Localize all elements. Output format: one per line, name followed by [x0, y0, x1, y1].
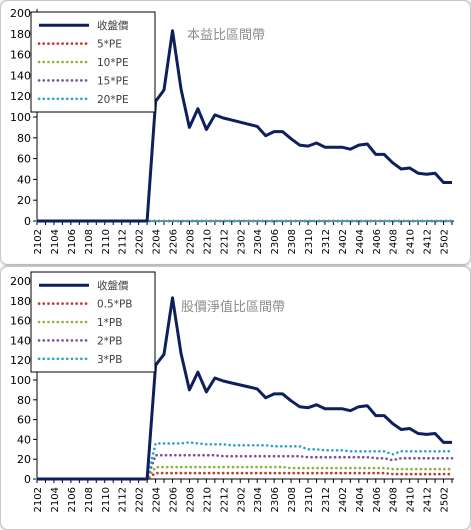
y-tick-label: 200 [10, 7, 31, 20]
y-tick-label: 40 [17, 433, 31, 446]
pe-band-chart: 0 20 40 60 80 100 120 140 160 180 200 2102 2104 2106 2… [10, 7, 454, 254]
y-tick-label: 40 [17, 173, 31, 186]
x-tick-label: 2204 [152, 229, 163, 254]
y-tick-label: 60 [17, 414, 31, 427]
x-tick-label: 2310 [304, 229, 315, 254]
y-tick-label: 80 [17, 394, 31, 407]
y-tick-label: 140 [10, 69, 31, 82]
legend-label: 1*PB [97, 317, 122, 329]
y-tick-label: 200 [10, 275, 31, 288]
x-tick-label: 2412 [423, 487, 434, 512]
legend-box [30, 271, 156, 373]
y-tick-label: 160 [10, 49, 31, 62]
x-tick-label: 2408 [389, 229, 400, 254]
x-tick-label: 2104 [50, 487, 61, 512]
x-tick-label: 2308 [287, 229, 298, 254]
x-tick-label: 2404 [355, 229, 366, 254]
x-tick-label: 2306 [270, 487, 281, 512]
y-tick-label: 0 [24, 215, 31, 228]
series-line-3*PB [35, 441, 454, 481]
x-tick-label: 2106 [67, 487, 78, 512]
series-line-1*PB [35, 465, 454, 481]
legend-label: 0.5*PB [97, 299, 132, 311]
x-tick-label: 2312 [321, 229, 332, 254]
x-tick-label: 2310 [304, 487, 315, 512]
pb-band-chart: 0 20 40 60 80 100 120 140 160 180 200 2102 2104 2106 2… [10, 271, 454, 512]
legend: 收盤價 5*PE 10*PE 15*PE 20*PE [30, 11, 156, 113]
x-tick-label: 2206 [169, 487, 180, 512]
y-tick-label: 120 [10, 354, 31, 367]
legend: 收盤價 0.5*PB 1*PB 2*PB 3*PB [30, 271, 156, 373]
x-tick-label: 2204 [152, 487, 163, 512]
x-tick-label: 2104 [50, 229, 61, 254]
x-tick-label: 2112 [118, 229, 129, 254]
x-tick-label: 2406 [372, 487, 383, 512]
x-tick-label: 2312 [321, 487, 332, 512]
legend-label: 3*PB [97, 354, 122, 366]
x-tick-label: 2410 [406, 229, 417, 254]
y-tick-label: 120 [10, 90, 31, 103]
x-tick-label: 2308 [287, 487, 298, 512]
x-tick-label: 2202 [135, 487, 146, 512]
y-tick-label: 100 [10, 374, 31, 387]
x-tick-label: 2108 [84, 229, 95, 254]
x-tick-label: 2306 [270, 229, 281, 254]
x-tick-label: 2404 [355, 487, 366, 512]
legend-label: 5*PE [97, 39, 122, 51]
y-tick-label: 180 [10, 295, 31, 308]
x-tick-label: 2304 [253, 229, 264, 254]
legend-label: 收盤價 [97, 19, 129, 32]
x-tick-label: 2502 [440, 487, 451, 512]
x-tick-label: 2106 [67, 229, 78, 254]
x-tick-label: 2412 [423, 229, 434, 254]
x-tick-label: 2212 [219, 229, 230, 254]
y-tick-label: 20 [17, 194, 31, 207]
legend-label: 10*PE [97, 57, 129, 69]
x-tick-label: 2102 [33, 487, 44, 512]
x-tick-label: 2502 [440, 229, 451, 254]
chart-title: 股價淨值比區間帶 [181, 299, 285, 315]
y-tick-label: 100 [10, 111, 31, 124]
x-tick-label: 2406 [372, 229, 383, 254]
chart-title: 本益比區間帶 [187, 28, 265, 43]
series-line-2*PB [35, 453, 454, 481]
pe-band-chart-panel: 0 20 40 60 80 100 120 140 160 180 200 2102 2104 2106 2… [0, 0, 471, 265]
series-line-收盤價 [37, 29, 452, 223]
y-tick-label: 80 [17, 132, 31, 145]
x-tick-label: 2208 [185, 487, 196, 512]
legend-label: 收盤價 [97, 279, 129, 292]
x-tick-label: 2102 [33, 229, 44, 254]
x-tick-label: 2112 [118, 487, 129, 512]
y-tick-label: 140 [10, 334, 31, 347]
legend-label: 15*PE [97, 75, 129, 87]
x-tick-label: 2408 [389, 487, 400, 512]
x-tick-label: 2110 [101, 229, 112, 254]
x-tick-label: 2210 [202, 229, 213, 254]
y-tick-label: 160 [10, 315, 31, 328]
y-tick-label: 180 [10, 28, 31, 41]
y-tick-label: 0 [24, 473, 31, 486]
x-tick-label: 2206 [169, 229, 180, 254]
x-tick-label: 2202 [135, 229, 146, 254]
series-line-收盤價 [37, 296, 452, 481]
y-tick-label: 20 [17, 453, 31, 466]
x-tick-label: 2402 [338, 229, 349, 254]
x-tick-label: 2302 [236, 229, 247, 254]
legend-label: 2*PB [97, 335, 122, 347]
legend-box [30, 11, 156, 113]
x-tick-label: 2304 [253, 487, 264, 512]
x-tick-label: 2402 [338, 487, 349, 512]
x-tick-label: 2212 [219, 487, 230, 512]
y-tick-label: 60 [17, 153, 31, 166]
x-tick-label: 2302 [236, 487, 247, 512]
x-tick-label: 2410 [406, 487, 417, 512]
x-tick-label: 2208 [185, 229, 196, 254]
pb-band-chart-panel: 0 20 40 60 80 100 120 140 160 180 200 2102 2104 2106 2… [0, 266, 471, 530]
x-tick-label: 2108 [84, 487, 95, 512]
legend-label: 20*PE [97, 94, 129, 106]
x-tick-label: 2110 [101, 487, 112, 512]
x-tick-label: 2210 [202, 487, 213, 512]
